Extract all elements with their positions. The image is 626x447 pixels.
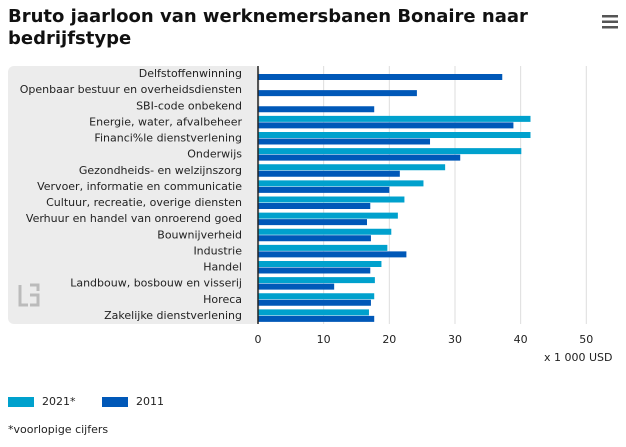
bar — [258, 283, 335, 290]
bar — [258, 148, 522, 155]
y-tick-label: Verhuur en handel van onroerend goed — [26, 212, 242, 225]
bar — [258, 244, 388, 251]
bar — [258, 154, 461, 161]
bar — [258, 106, 375, 113]
y-tick-label: Financi%le dienstverlening — [94, 132, 242, 145]
bar — [258, 251, 407, 258]
bar — [258, 261, 382, 267]
legend-label: 2011 — [136, 395, 164, 408]
bar — [258, 267, 371, 274]
legend-swatch — [102, 397, 128, 407]
bar — [258, 90, 417, 97]
menu-icon[interactable] — [602, 15, 618, 29]
bar — [258, 299, 371, 306]
x-tick-label: 20 — [382, 333, 396, 346]
y-tick-label: Delfstoffenwinning — [139, 67, 242, 80]
y-tick-label: Industrie — [193, 244, 242, 257]
bar — [258, 180, 424, 187]
bar — [258, 203, 371, 209]
chart-title: Bruto jaarloon van werknemersbanen Bonai… — [8, 6, 528, 49]
bar — [258, 212, 398, 219]
logo — [18, 283, 40, 307]
y-tick-label: Onderwijs — [187, 148, 242, 161]
y-tick-label: Gezondheids- en welzijnszorg — [79, 164, 242, 177]
bar — [258, 277, 375, 284]
bar — [258, 309, 369, 316]
y-tick-label: Bouwnijverheid — [157, 228, 242, 241]
bar — [258, 115, 531, 122]
bar — [258, 74, 503, 80]
bar — [258, 228, 392, 235]
bar — [258, 170, 400, 177]
y-tick-label: Openbaar bestuur en overheidsdiensten — [20, 83, 242, 96]
legend-swatch — [8, 397, 34, 407]
y-tick-label: Handel — [203, 261, 242, 274]
bar — [258, 293, 375, 300]
y-tick-label: Zakelijke dienstverlening — [104, 309, 242, 322]
y-tick-label: Landbouw, bosbouw en visserij — [70, 277, 242, 290]
bar — [258, 138, 431, 145]
x-tick-label: 10 — [317, 333, 331, 346]
footnote: *voorlopige cijfers — [8, 423, 108, 436]
bar — [258, 186, 390, 193]
bar — [258, 122, 514, 129]
y-tick-label: Energie, water, afvalbeheer — [89, 115, 242, 128]
bar — [258, 315, 375, 322]
label-panel — [8, 66, 260, 324]
x-tick-label: 40 — [514, 333, 528, 346]
y-tick-label: Horeca — [203, 293, 242, 306]
x-tick-label: 30 — [448, 333, 462, 346]
bar — [258, 132, 531, 138]
bar — [258, 164, 446, 171]
bar — [258, 219, 367, 226]
y-tick-label: Cultuur, recreatie, overige diensten — [46, 196, 242, 209]
x-tick-label: 0 — [255, 333, 262, 346]
legend-label: 2021* — [42, 395, 76, 408]
y-tick-label: Vervoer, informatie en communicatie — [37, 180, 242, 193]
y-tick-label: SBI-code onbekend — [136, 99, 242, 112]
bar — [258, 235, 371, 242]
bar — [258, 196, 405, 203]
x-tick-label: 50 — [579, 333, 593, 346]
unit-label: x 1 000 USD — [544, 351, 613, 364]
